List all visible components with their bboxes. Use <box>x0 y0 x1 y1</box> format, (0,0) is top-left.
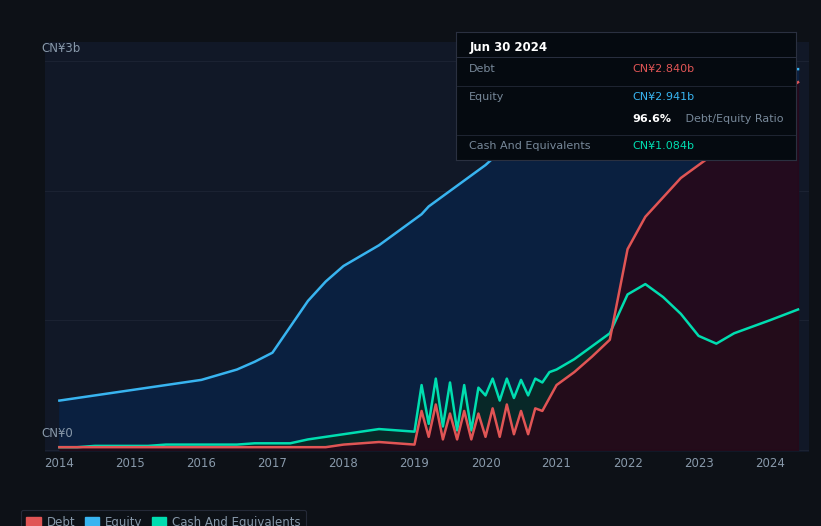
Text: Cash And Equivalents: Cash And Equivalents <box>470 141 591 151</box>
Legend: Debt, Equity, Cash And Equivalents: Debt, Equity, Cash And Equivalents <box>21 510 306 526</box>
Text: Debt/Equity Ratio: Debt/Equity Ratio <box>682 114 784 124</box>
Text: Debt: Debt <box>470 64 496 74</box>
Text: Equity: Equity <box>470 92 505 102</box>
Text: Jun 30 2024: Jun 30 2024 <box>470 41 548 54</box>
Text: CN¥3b: CN¥3b <box>41 42 80 55</box>
Text: CN¥2.840b: CN¥2.840b <box>633 64 695 74</box>
Text: CN¥0: CN¥0 <box>41 427 73 440</box>
Text: CN¥2.941b: CN¥2.941b <box>633 92 695 102</box>
Text: 96.6%: 96.6% <box>633 114 672 124</box>
Text: CN¥1.084b: CN¥1.084b <box>633 141 695 151</box>
